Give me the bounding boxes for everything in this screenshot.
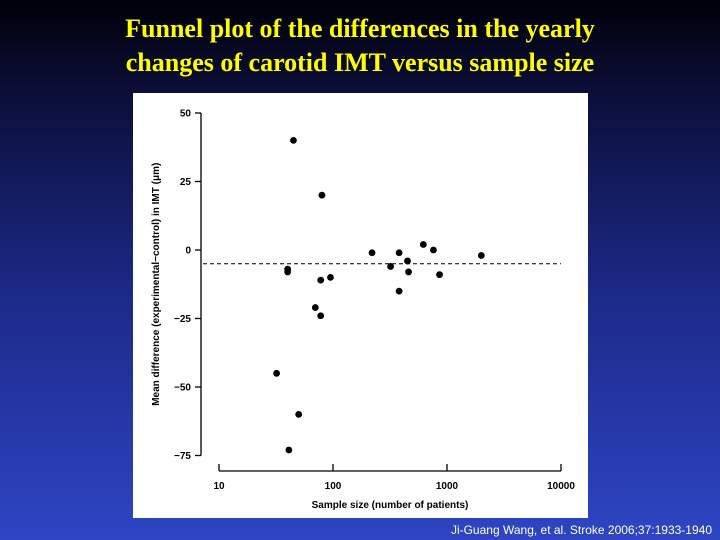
citation: Ji-Guang Wang, et al. Stroke 2006;37:193… <box>450 523 712 537</box>
data-point <box>368 249 376 257</box>
data-point <box>273 369 280 377</box>
x-tick-label: 100 <box>325 481 342 492</box>
x-tick-label: 10000 <box>547 481 575 492</box>
data-point <box>419 241 427 248</box>
y-axis-label: Mean difference (experimental−control) i… <box>151 163 162 406</box>
data-point <box>284 268 292 276</box>
y-tick-label: 0 <box>185 246 191 257</box>
x-tick-label: 1000 <box>436 481 459 492</box>
data-points <box>273 137 485 454</box>
y-tick-label: 50 <box>180 109 192 120</box>
data-point <box>405 268 412 276</box>
data-point <box>404 257 411 265</box>
y-tick-label: −50 <box>174 383 191 394</box>
funnel-plot: 50 25 0 −25 −50 −75 10 100 1000 10000 Sample size… <box>151 109 575 512</box>
data-point <box>318 191 326 199</box>
slide-title: Funnel plot of the differences in the ye… <box>0 12 720 80</box>
y-tick-label: −75 <box>174 451 191 462</box>
data-point <box>295 411 303 418</box>
slide-title-line-1: Funnel plot of the differences in the ye… <box>125 14 595 43</box>
data-point <box>436 271 443 279</box>
x-axis-label: Sample size (number of patients) <box>312 500 469 511</box>
data-point <box>430 246 437 254</box>
data-point <box>387 263 394 270</box>
data-point <box>290 137 297 144</box>
funnel-plot-panel: 50 25 0 −25 −50 −75 10 100 1000 10000 Sample size… <box>133 93 588 518</box>
data-point <box>395 287 403 295</box>
data-point <box>311 304 319 311</box>
y-tick-label: 25 <box>180 177 192 188</box>
data-point <box>317 276 325 284</box>
y-tick-label: −25 <box>174 314 191 325</box>
slide-title-line-2: changes of carotid IMT versus sample siz… <box>125 48 595 77</box>
data-point <box>327 274 334 281</box>
data-point <box>285 446 293 454</box>
data-point <box>317 312 325 320</box>
data-point <box>395 249 403 257</box>
plot-axes: 50 25 0 −25 −50 −75 10 100 1000 10000 <box>174 109 575 493</box>
data-point <box>477 252 485 259</box>
x-tick-label: 10 <box>213 481 225 492</box>
